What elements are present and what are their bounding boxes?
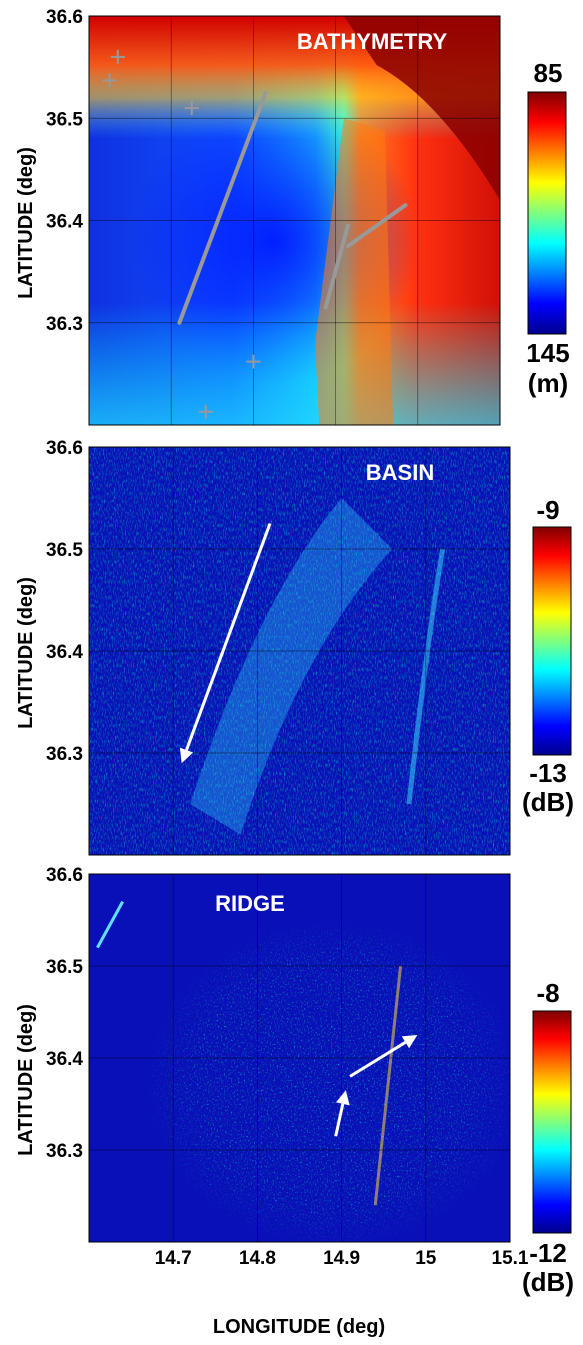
y-tick-label: 36.4 [46, 1049, 83, 1070]
arrow-shaft [334, 1103, 345, 1137]
plus-marker [246, 354, 261, 369]
basin-colorbar-bottom: -13 [529, 758, 567, 788]
bathymetry-colorbar-top: 85 [534, 58, 563, 88]
bathymetry-colorbar-unit: (m) [528, 368, 568, 398]
plot-frame [88, 446, 511, 856]
direction-arrow [179, 522, 272, 764]
direction-arrow [334, 1090, 350, 1137]
x-tick-label: 15 [415, 1248, 437, 1269]
arrow-shaft [349, 1041, 407, 1078]
ridge-nw-streak [96, 900, 124, 949]
arrow-head [179, 747, 194, 764]
x-tick-label: 14.7 [155, 1248, 192, 1269]
colorbar [532, 526, 572, 756]
plot-frame [88, 873, 511, 1243]
y-tick-label: 36.3 [46, 1141, 83, 1162]
plus-marker [102, 73, 117, 88]
bathymetry-panel: 36.3 36.4 36.5 36.6 [46, 7, 567, 426]
y-tick-label: 36.5 [46, 957, 83, 978]
ridge-title: RIDGE [215, 891, 285, 916]
y-tick-label: 36.6 [46, 865, 83, 886]
ridge-xlabel: LONGITUDE (deg) [213, 1316, 385, 1338]
plot-frame [88, 15, 501, 426]
y-tick-label: 36.4 [46, 642, 83, 663]
y-tick-label: 36.3 [46, 744, 83, 765]
ridge-ylabel: LATITUDE (deg) [15, 1004, 37, 1156]
plus-marker [198, 404, 213, 419]
ridge-colorbar-top: -8 [536, 978, 559, 1008]
y-tick-label: 36.4 [46, 212, 83, 233]
bathymetry-shallow-corner [343, 16, 500, 201]
y-tick-label: 36.5 [46, 109, 83, 130]
ridge-colorbar-bottom: -12 [529, 1238, 567, 1268]
y-tick-label: 36.5 [46, 540, 83, 561]
basin-colorbar-top: -9 [536, 495, 559, 525]
bathymetry-ridge-band [315, 118, 394, 425]
basin-ylabel: LATITUDE (deg) [15, 577, 37, 729]
x-tick-label: 14.8 [239, 1248, 276, 1269]
track-line [177, 90, 268, 325]
arrow-shaft [185, 522, 272, 751]
track-line [345, 203, 408, 249]
arrow-head [401, 1035, 418, 1049]
bathymetry-ylabel: LATITUDE (deg) [15, 147, 37, 299]
ridge-panel: 36.3 36.4 36.5 36.6 14.7 14.8 14.9 15 15.1 [46, 865, 572, 1269]
basin-colorbar-unit: (dB) [522, 787, 574, 817]
ridge-scatter-line [373, 965, 403, 1206]
x-tick-label: 14.9 [323, 1248, 360, 1269]
y-tick-label: 36.3 [46, 314, 83, 335]
direction-arrow [349, 1035, 418, 1078]
colorbar [532, 1010, 572, 1234]
plus-marker [184, 101, 199, 116]
bathymetry-colorbar-bottom: 145 [526, 338, 569, 368]
basin-panel: 36.3 36.4 36.5 36.6 [46, 438, 572, 856]
y-tick-label: 36.6 [46, 7, 83, 28]
track-line [323, 223, 350, 310]
x-tick-label: 15.1 [492, 1248, 529, 1269]
ridge-colorbar-unit: (dB) [522, 1267, 574, 1297]
plus-marker [110, 49, 125, 64]
basin-title: BASIN [366, 460, 434, 485]
arrow-head [335, 1090, 350, 1106]
bathymetry-title: BATHYMETRY [297, 29, 448, 54]
colorbar [527, 91, 567, 335]
y-tick-label: 36.6 [46, 438, 83, 459]
